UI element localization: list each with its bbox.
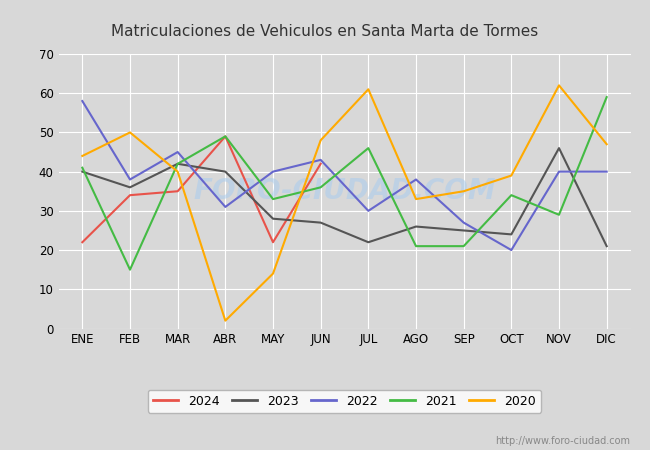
Legend: 2024, 2023, 2022, 2021, 2020: 2024, 2023, 2022, 2021, 2020 bbox=[148, 390, 541, 413]
Text: FORO-CIUDAD.COM: FORO-CIUDAD.COM bbox=[193, 177, 496, 205]
Text: http://www.foro-ciudad.com: http://www.foro-ciudad.com bbox=[495, 436, 630, 446]
Text: Matriculaciones de Vehiculos en Santa Marta de Tormes: Matriculaciones de Vehiculos en Santa Ma… bbox=[111, 24, 539, 39]
